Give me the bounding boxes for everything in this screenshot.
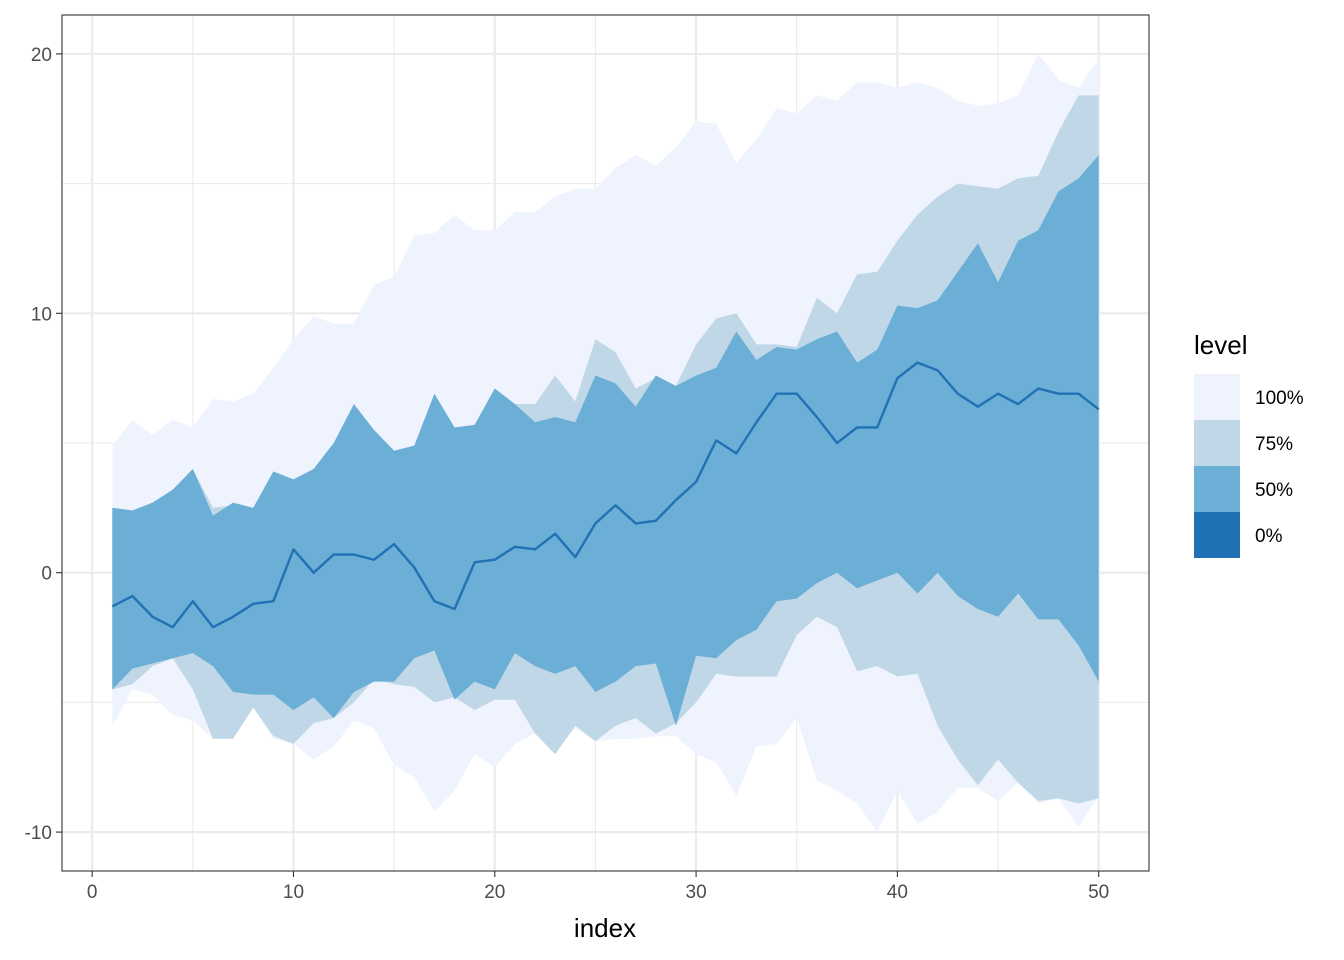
- x-tick-label: 10: [283, 882, 304, 903]
- x-tick-label: 20: [484, 882, 505, 903]
- legend-title: level: [1194, 330, 1247, 360]
- y-tick-label: -10: [25, 823, 52, 844]
- y-tick-label: 10: [31, 304, 52, 325]
- legend-label: 0%: [1255, 526, 1283, 547]
- x-tick-label: 0: [87, 882, 98, 903]
- median-lines: [111, 361, 1100, 629]
- legend-label: 100%: [1255, 388, 1304, 409]
- x-tick-label: 50: [1088, 882, 1109, 903]
- legend-label: 50%: [1255, 480, 1293, 501]
- legend: level 100% 75% 50% 0%: [1194, 330, 1304, 558]
- x-tick-label: 40: [887, 882, 908, 903]
- panel-border: [61, 14, 1150, 872]
- interval-bands: [112, 53, 1099, 833]
- y-axis: -10 0 10 20: [25, 45, 62, 844]
- x-axis-title: index: [574, 913, 636, 943]
- legend-swatch: [1194, 374, 1240, 420]
- legend-swatch: [1194, 512, 1240, 558]
- y-tick-label: 0: [41, 564, 52, 585]
- legend-swatch: [1194, 420, 1240, 466]
- legend-swatch: [1194, 466, 1240, 512]
- band-50-percent: [112, 155, 1099, 726]
- x-axis: 0 10 20 30 40 50: [87, 871, 1109, 903]
- legend-items: 100% 75% 50% 0%: [1194, 374, 1304, 558]
- y-tick-label: 20: [31, 45, 52, 66]
- legend-label: 75%: [1255, 434, 1293, 455]
- median-line: [111, 361, 1100, 629]
- x-tick-label: 30: [686, 882, 707, 903]
